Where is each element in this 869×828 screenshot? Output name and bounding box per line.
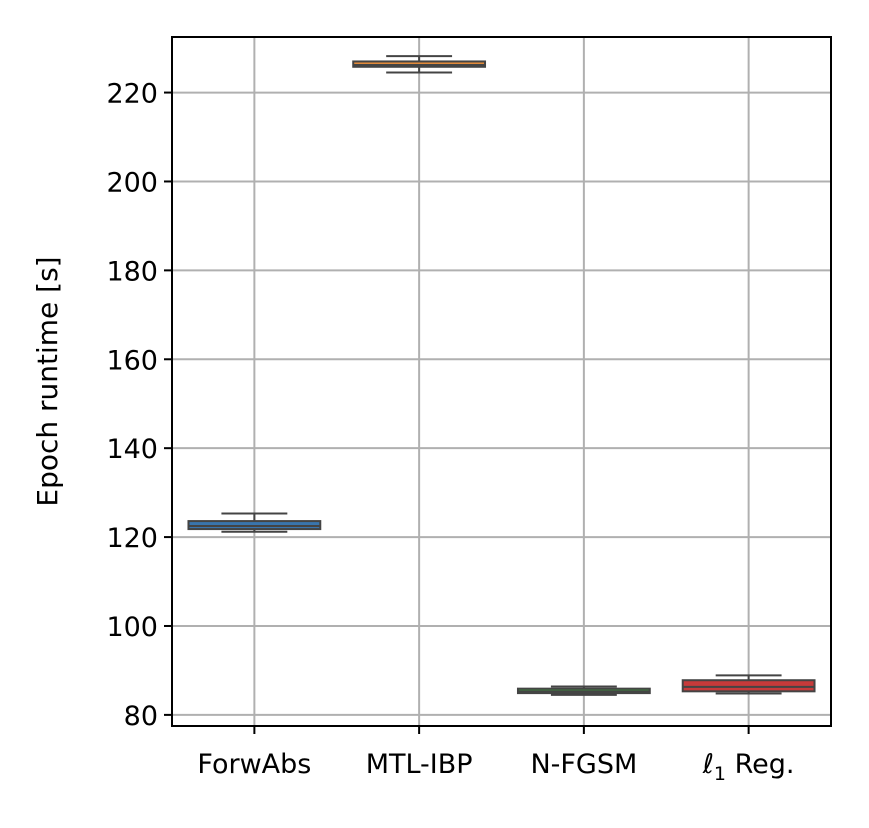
plot-frame [171,36,832,727]
boxes-layer [187,55,816,696]
x-category-label: N-FGSM [530,749,637,780]
box-group [681,674,816,695]
grid-lines [172,37,831,726]
y-axis-label: Epoch runtime [s] [31,256,64,506]
y-tick-label: 80 [124,701,158,732]
x-category-label: ForwAbs [197,749,311,780]
y-tick-label: 180 [106,256,158,287]
y-tick-label: 160 [106,345,158,376]
y-tick-label: 220 [106,79,158,110]
ticks-layer: 80 100 120 140 160 180 200 220 ForwAbs MTL-IBP N-F… [106,79,794,785]
y-tick-label: 140 [106,434,158,465]
box-group [516,685,651,696]
box-group [187,512,322,533]
x-category-label: MTL-IBP [366,749,473,780]
box-body [681,679,816,693]
y-tick-label: 120 [106,523,158,554]
box-group [352,55,487,74]
y-tick-label: 100 [106,612,158,643]
x-category-label: ℓ1 Reg. [702,749,795,785]
y-tick-label: 200 [106,167,158,198]
